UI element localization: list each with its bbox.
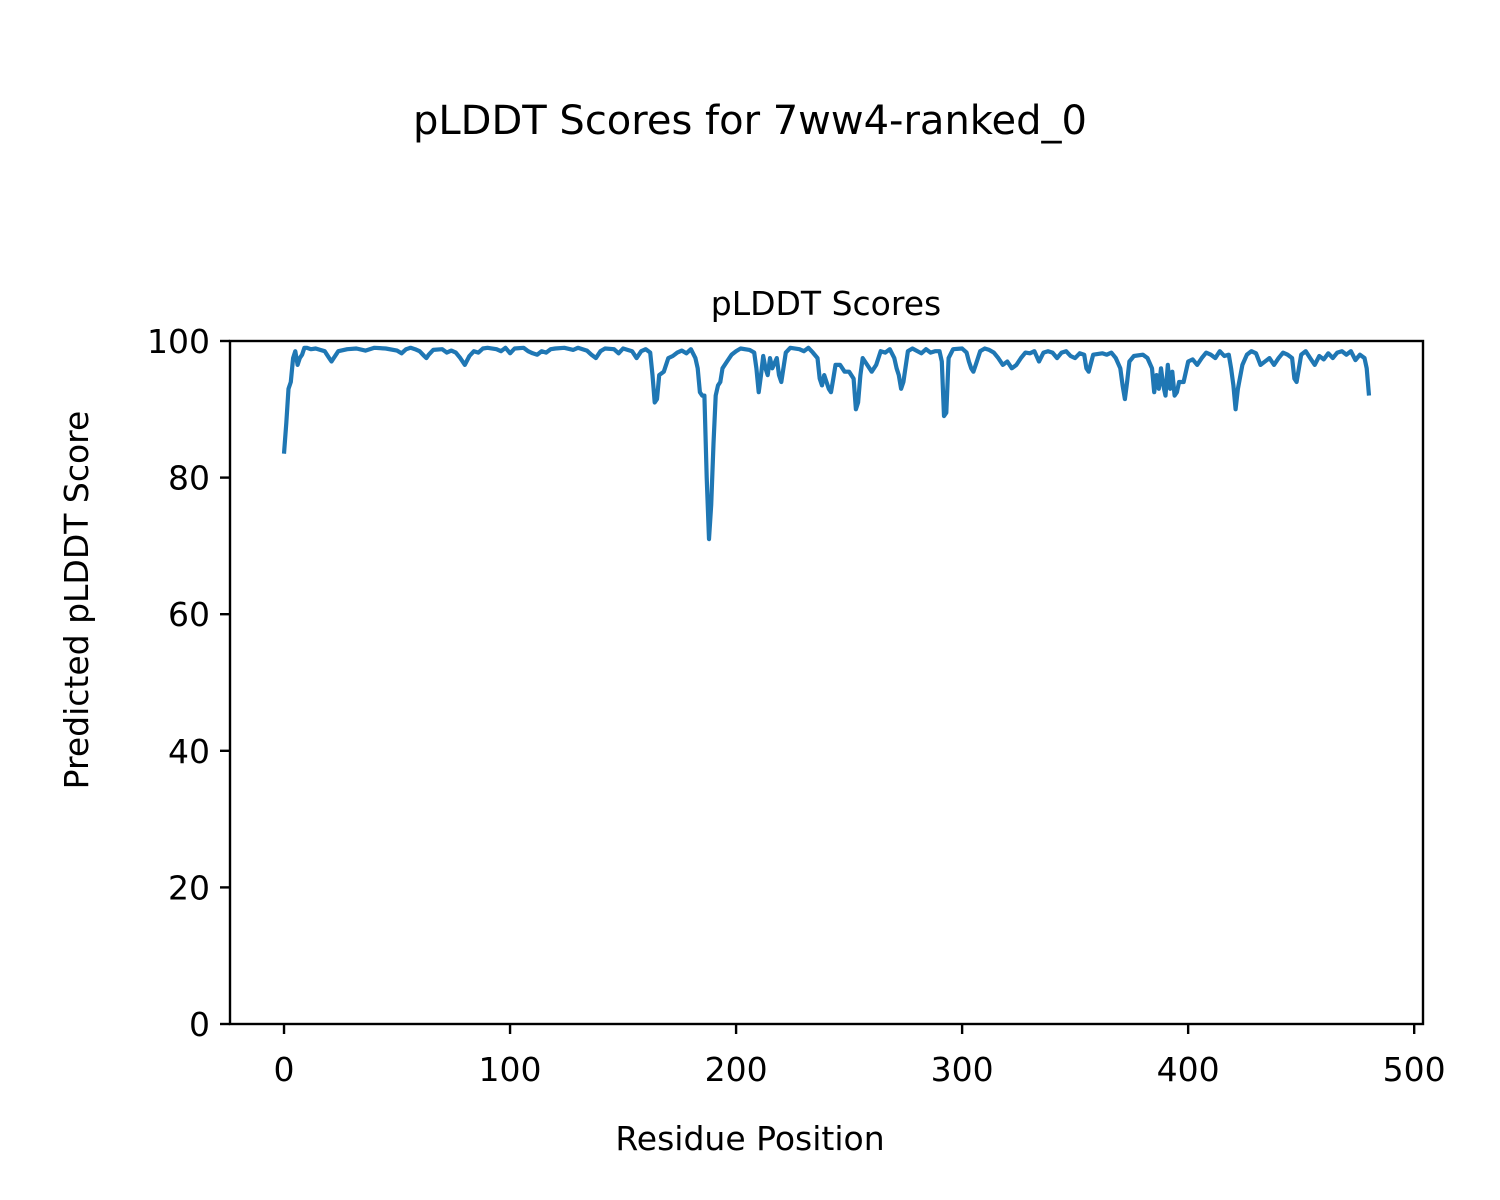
x-tick-label: 0 [274, 1050, 295, 1089]
x-tick-label: 400 [1157, 1050, 1220, 1089]
y-tick-label: 0 [189, 1005, 210, 1044]
axes-frame [228, 339, 1425, 1026]
y-tick-label: 40 [168, 732, 210, 771]
axes-title: pLDDT Scores [711, 284, 941, 323]
y-tick-label: 80 [168, 459, 210, 498]
x-axis-label: Residue Position [615, 1119, 884, 1158]
plddt-series-line [281, 345, 1372, 542]
x-axis: 0 100 200 300 400 500 [274, 1024, 1446, 1089]
x-tick-label: 500 [1383, 1050, 1446, 1089]
y-tick-label: 100 [147, 322, 210, 361]
y-axis: 0 20 40 60 80 100 [147, 322, 230, 1044]
x-tick-label: 200 [705, 1050, 768, 1089]
x-tick-label: 100 [479, 1050, 542, 1089]
y-tick-label: 60 [168, 595, 210, 634]
plot-area [228, 339, 1425, 1026]
x-tick-label: 300 [931, 1050, 994, 1089]
y-tick-label: 20 [168, 868, 210, 907]
figure-title: pLDDT Scores for 7ww4-ranked_0 [413, 98, 1087, 144]
y-axis-label: Predicted pLDDT Score [57, 411, 96, 790]
